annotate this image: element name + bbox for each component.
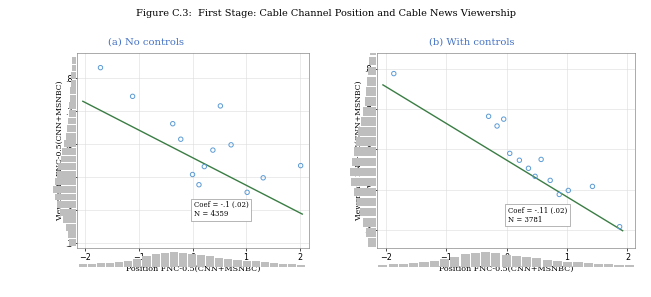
Bar: [501, 255, 510, 267]
Bar: [378, 265, 387, 267]
Bar: [115, 262, 123, 267]
Point: [258, 176, 268, 180]
Bar: [354, 188, 376, 196]
Point: [615, 224, 625, 229]
Bar: [367, 87, 376, 96]
Bar: [143, 256, 150, 267]
Bar: [563, 262, 572, 267]
Bar: [389, 264, 398, 267]
Bar: [133, 259, 141, 267]
Bar: [243, 261, 251, 267]
Bar: [71, 80, 76, 86]
Bar: [97, 263, 105, 267]
Text: Figure C.3:  First Stage: Cable Channel Position and Cable News Viewership: Figure C.3: First Stage: Cable Channel P…: [135, 9, 516, 18]
Bar: [370, 47, 376, 55]
Bar: [543, 260, 551, 267]
Bar: [363, 107, 376, 116]
Bar: [355, 138, 376, 146]
Bar: [225, 259, 232, 267]
Bar: [124, 261, 132, 267]
Bar: [57, 171, 76, 178]
Bar: [260, 262, 269, 267]
Bar: [584, 263, 593, 267]
Point: [484, 114, 494, 119]
Bar: [197, 255, 205, 267]
Bar: [361, 117, 376, 126]
Bar: [68, 110, 76, 117]
Bar: [88, 264, 96, 267]
Point: [514, 158, 525, 162]
Point: [167, 121, 178, 126]
Bar: [297, 265, 305, 267]
Point: [499, 117, 509, 121]
Bar: [368, 67, 376, 75]
Point: [128, 94, 138, 99]
Bar: [61, 156, 76, 162]
Bar: [53, 186, 76, 193]
Bar: [70, 102, 76, 109]
Bar: [64, 140, 76, 147]
Point: [187, 172, 198, 177]
Bar: [430, 261, 439, 267]
Bar: [188, 254, 196, 267]
Bar: [352, 157, 376, 166]
Bar: [522, 257, 531, 267]
Y-axis label: Viewership FNC-0.5(CNN+MSNBC): Viewership FNC-0.5(CNN+MSNBC): [55, 80, 64, 221]
Bar: [594, 264, 603, 267]
Bar: [161, 252, 169, 267]
Bar: [106, 263, 114, 267]
Bar: [57, 201, 76, 208]
Bar: [358, 127, 376, 136]
Bar: [604, 264, 613, 267]
X-axis label: Position FNC-0.5(CNN+MSNBC): Position FNC-0.5(CNN+MSNBC): [439, 265, 573, 273]
Point: [587, 184, 598, 189]
Bar: [574, 262, 583, 267]
Bar: [354, 148, 376, 156]
Bar: [71, 72, 76, 79]
Bar: [615, 265, 624, 267]
Bar: [234, 260, 242, 267]
Bar: [357, 198, 376, 206]
Point: [176, 137, 186, 142]
Bar: [367, 77, 376, 86]
Bar: [350, 168, 376, 176]
Bar: [252, 261, 260, 267]
X-axis label: Position FNC-0.5(CNN+MSNBC): Position FNC-0.5(CNN+MSNBC): [126, 265, 260, 273]
Point: [226, 143, 236, 147]
Bar: [55, 194, 76, 200]
Bar: [440, 259, 449, 267]
Bar: [460, 254, 469, 267]
Bar: [450, 257, 460, 267]
Bar: [63, 216, 76, 223]
Bar: [68, 118, 76, 124]
Bar: [370, 57, 376, 65]
Point: [492, 124, 503, 128]
Bar: [471, 253, 480, 267]
Point: [545, 178, 555, 183]
Bar: [62, 148, 76, 155]
Bar: [60, 209, 76, 216]
Bar: [270, 263, 278, 267]
Bar: [409, 263, 418, 267]
Bar: [365, 97, 376, 106]
Bar: [288, 264, 296, 267]
Bar: [360, 208, 376, 217]
Point: [199, 164, 210, 169]
Bar: [512, 256, 521, 267]
Bar: [363, 218, 376, 227]
Point: [296, 163, 306, 168]
Bar: [59, 163, 76, 170]
Bar: [72, 64, 76, 71]
Bar: [625, 265, 634, 267]
Text: Coef = -.11 (.02)
N = 3781: Coef = -.11 (.02) N = 3781: [508, 207, 567, 224]
Point: [208, 148, 218, 152]
Bar: [152, 254, 159, 267]
Point: [505, 151, 515, 156]
Point: [554, 192, 564, 197]
Bar: [179, 253, 187, 267]
Bar: [368, 238, 376, 247]
Bar: [170, 252, 178, 267]
Bar: [481, 252, 490, 267]
Point: [215, 104, 226, 108]
Bar: [399, 264, 408, 267]
